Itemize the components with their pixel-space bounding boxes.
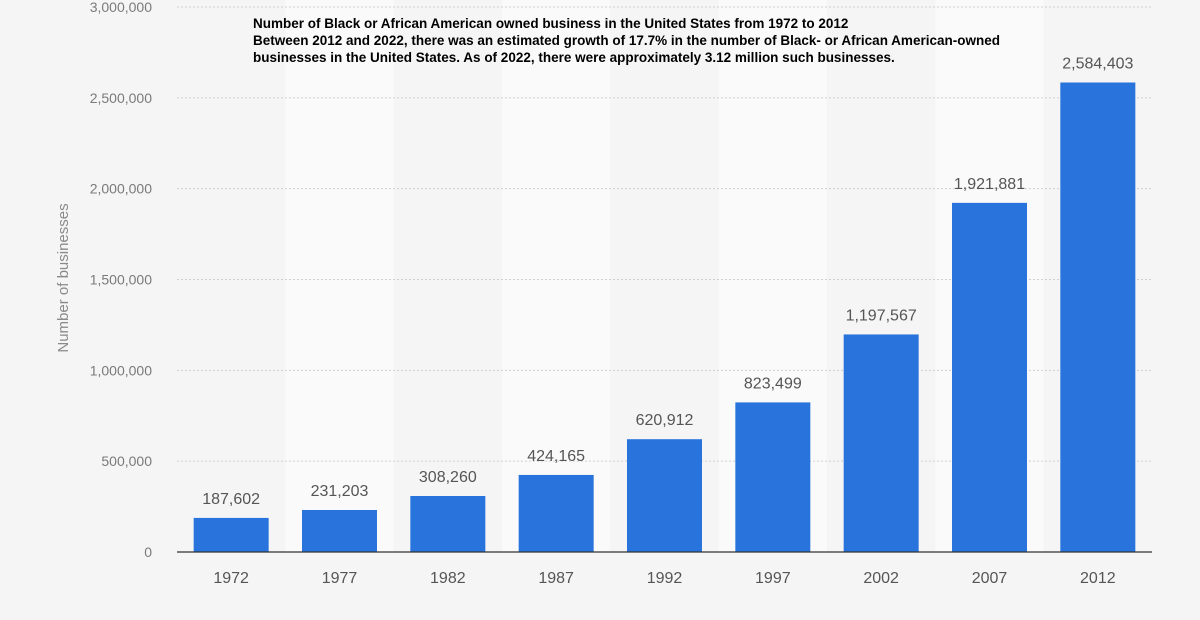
bar-1972	[193, 517, 269, 552]
y-tick-label: 3,000,000	[90, 0, 152, 15]
x-tick-label-1997: 1997	[755, 570, 791, 587]
data-labels: 187,602 231,203 308,260 424,165 620,912 823,4…	[202, 56, 1133, 508]
data-label-1977: 231,203	[311, 483, 369, 500]
bar-2007	[952, 202, 1027, 553]
x-tick-label-1992: 1992	[647, 570, 683, 587]
x-tick-label-1987: 1987	[538, 570, 574, 587]
data-label-1992: 620,912	[636, 412, 694, 429]
bar-1992	[627, 439, 702, 552]
data-label-1987: 424,165	[527, 448, 585, 465]
chart-caption: Number of Black or African American owne…	[253, 15, 1043, 66]
y-axis-ticks: 0 500,000 1,000,000 1,500,000 2,000,000 2,500…	[90, 0, 153, 560]
y-tick-label: 2,500,000	[90, 90, 152, 106]
y-tick-label: 2,000,000	[90, 181, 152, 197]
y-tick-label: 0	[144, 544, 152, 560]
x-tick-label-2002: 2002	[863, 570, 899, 587]
bar-1982	[410, 495, 486, 552]
data-label-2002: 1,197,567	[846, 307, 917, 324]
x-tick-label-2007: 2007	[972, 570, 1008, 587]
y-axis-label: Number of businesses	[55, 203, 72, 352]
bars	[193, 82, 1136, 553]
bar-1987	[518, 474, 594, 552]
y-tick-label: 500,000	[101, 453, 152, 469]
column-band-1977	[285, 0, 394, 552]
x-tick-label-1977: 1977	[322, 570, 358, 587]
data-label-2007: 1,921,881	[954, 176, 1025, 193]
bar-1997	[735, 402, 811, 552]
bar-2002	[843, 334, 919, 552]
x-tick-label-2012: 2012	[1080, 570, 1116, 587]
data-label-2012: 2,584,403	[1062, 56, 1133, 73]
data-label-1997: 823,499	[744, 375, 802, 392]
data-label-1982: 308,260	[419, 469, 477, 486]
y-tick-label: 1,500,000	[90, 272, 152, 288]
x-axis-ticks: 1972 1977 1982 1987 1992 1997 2002 2007 2012	[213, 570, 1115, 587]
y-tick-label: 1,000,000	[90, 362, 152, 378]
caption-note: Between 2012 and 2022, there was an esti…	[253, 33, 1000, 65]
bar-2012	[1060, 82, 1136, 552]
bar-1977	[302, 509, 377, 552]
data-label-1972: 187,602	[202, 491, 260, 508]
column-band-1987	[502, 0, 611, 552]
caption-title: Number of Black or African American owne…	[253, 16, 849, 31]
x-tick-label-1982: 1982	[430, 570, 466, 587]
x-tick-label-1972: 1972	[213, 570, 249, 587]
